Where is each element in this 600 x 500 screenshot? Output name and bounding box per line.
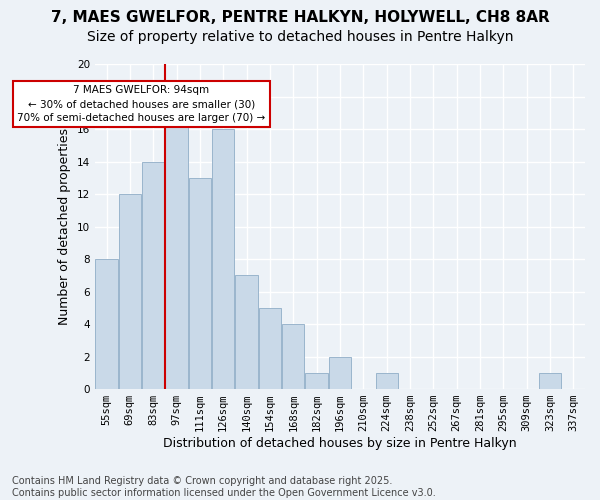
Bar bbox=[539, 373, 561, 389]
Bar bbox=[235, 276, 257, 389]
Text: Contains HM Land Registry data © Crown copyright and database right 2025.
Contai: Contains HM Land Registry data © Crown c… bbox=[12, 476, 436, 498]
X-axis label: Distribution of detached houses by size in Pentre Halkyn: Distribution of detached houses by size … bbox=[163, 437, 517, 450]
Bar bbox=[189, 178, 211, 389]
Bar bbox=[166, 113, 188, 389]
Bar bbox=[119, 194, 141, 389]
Text: 7 MAES GWELFOR: 94sqm
← 30% of detached houses are smaller (30)
70% of semi-deta: 7 MAES GWELFOR: 94sqm ← 30% of detached … bbox=[17, 85, 266, 123]
Y-axis label: Number of detached properties: Number of detached properties bbox=[58, 128, 71, 325]
Bar bbox=[212, 129, 235, 389]
Text: Size of property relative to detached houses in Pentre Halkyn: Size of property relative to detached ho… bbox=[87, 30, 513, 44]
Bar bbox=[305, 373, 328, 389]
Bar bbox=[95, 259, 118, 389]
Bar bbox=[259, 308, 281, 389]
Bar bbox=[282, 324, 304, 389]
Bar bbox=[329, 356, 351, 389]
Bar bbox=[376, 373, 398, 389]
Text: 7, MAES GWELFOR, PENTRE HALKYN, HOLYWELL, CH8 8AR: 7, MAES GWELFOR, PENTRE HALKYN, HOLYWELL… bbox=[50, 10, 550, 25]
Bar bbox=[142, 162, 164, 389]
